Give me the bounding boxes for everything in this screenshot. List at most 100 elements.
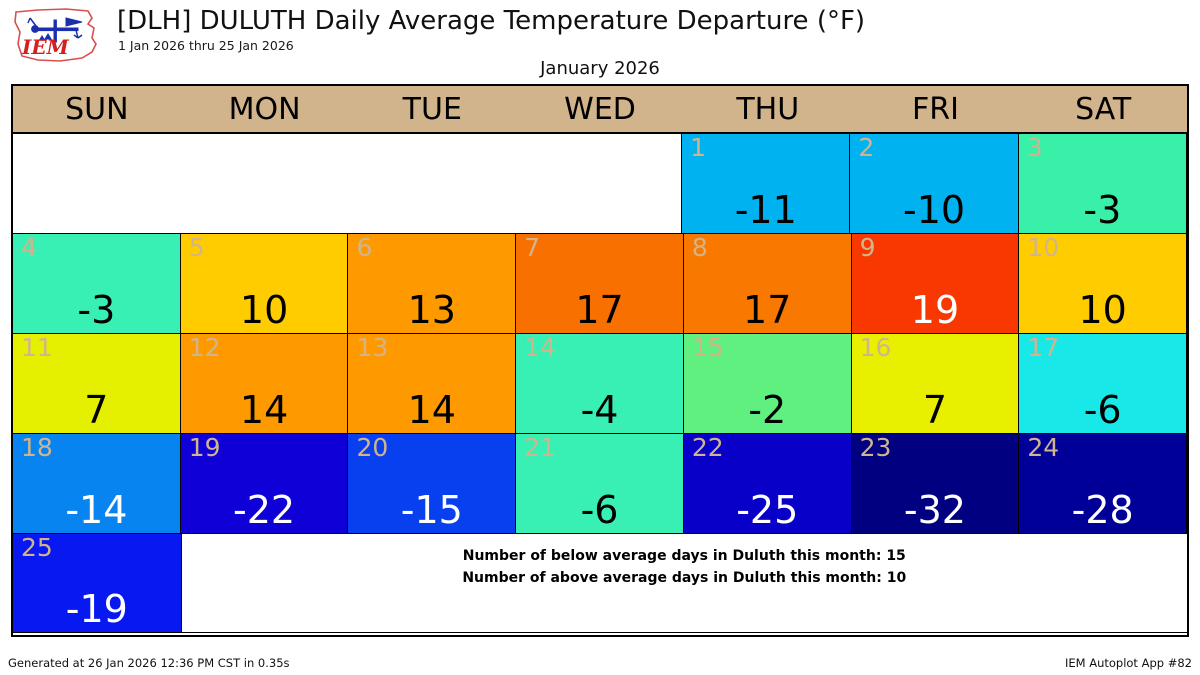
temperature-departure-value: 10 <box>1078 288 1127 333</box>
temperature-departure-value: -3 <box>1083 188 1122 233</box>
dow-header-sun: SUN <box>65 91 129 127</box>
calendar-day-cell-6[interactable]: 6 13 <box>347 233 517 334</box>
dow-header-wed: WED <box>564 91 636 127</box>
summary-text-block: Number of below average days in Duluth t… <box>182 546 1187 589</box>
temperature-departure-value: -10 <box>903 188 966 233</box>
calendar-day-cell-7[interactable]: 7 17 <box>515 233 684 334</box>
calendar-day-cell-8[interactable]: 8 17 <box>682 233 852 334</box>
day-number: 15 <box>691 333 724 362</box>
temperature-departure-value: 10 <box>239 288 289 333</box>
temperature-departure-value: -2 <box>748 388 787 433</box>
iem-logo-text: IEM <box>21 35 70 59</box>
day-number: 23 <box>859 433 892 462</box>
temperature-departure-value: -6 <box>1083 388 1122 433</box>
day-number: 9 <box>859 233 876 262</box>
temperature-departure-value: -3 <box>77 288 116 333</box>
day-number: 21 <box>524 433 556 462</box>
temperature-departure-value: -28 <box>1071 488 1134 533</box>
calendar-week-row: 11 7 12 14 13 14 14 -4 15 -2 16 7 17 -6 <box>12 333 1188 434</box>
calendar-day-cell-10[interactable]: 10 10 <box>1018 233 1188 334</box>
temperature-departure-value: 13 <box>407 288 456 333</box>
day-of-week-header-row: SUN MON TUE WED THU FRI SAT <box>13 86 1187 134</box>
day-number: 4 <box>21 233 37 262</box>
dow-header-tue: TUE <box>402 91 462 127</box>
day-number: 24 <box>1027 433 1060 462</box>
generated-timestamp: Generated at 26 Jan 2026 12:36 PM CST in… <box>8 656 290 670</box>
temperature-departure-value: -15 <box>400 488 463 533</box>
dow-header-sat: SAT <box>1075 91 1132 127</box>
calendar-day-cell-19[interactable]: 19 -22 <box>179 433 349 534</box>
temperature-departure-value: -25 <box>736 488 799 533</box>
calendar-week-row: 25 -19 Number of below average days in Dul… <box>12 533 1187 633</box>
temperature-departure-value: -19 <box>65 587 128 632</box>
day-number: 8 <box>691 233 708 262</box>
calendar-day-cell-2[interactable]: 2 -10 <box>849 133 1019 234</box>
calendar-day-cell-22[interactable]: 22 -25 <box>682 433 852 534</box>
calendar-day-cell-16[interactable]: 16 7 <box>850 333 1020 434</box>
calendar-day-cell-14[interactable]: 14 -4 <box>515 333 684 434</box>
temperature-departure-value: 17 <box>575 288 624 333</box>
summary-panel: Number of below average days in Duluth t… <box>180 533 1187 633</box>
day-number: 18 <box>21 433 53 462</box>
page-title: [DLH] DULUTH Daily Average Temperature D… <box>117 6 866 36</box>
temperature-departure-value: 14 <box>239 388 289 433</box>
temperature-departure-value: -22 <box>233 488 296 533</box>
calendar-day-cell-empty <box>180 134 348 234</box>
temperature-departure-value: 14 <box>407 388 456 433</box>
calendar-day-cell-5[interactable]: 5 10 <box>179 233 349 334</box>
day-number: 1 <box>690 133 707 162</box>
dow-header-mon: MON <box>228 91 301 127</box>
calendar-day-cell-empty <box>347 134 515 234</box>
day-number: 10 <box>1027 233 1060 262</box>
calendar-week-row: 1 -11 2 -10 3 -3 <box>13 133 1187 234</box>
calendar-day-cell-1[interactable]: 1 -11 <box>681 133 851 234</box>
temperature-departure-value: -4 <box>580 388 619 433</box>
day-number: 11 <box>21 333 53 362</box>
day-number: 14 <box>524 333 556 362</box>
day-number: 5 <box>188 233 205 262</box>
iem-logo[interactable]: IEM <box>8 4 104 66</box>
calendar-day-cell-empty <box>514 134 683 234</box>
day-number: 7 <box>524 233 541 262</box>
dow-header-thu: THU <box>736 91 800 127</box>
calendar-day-cell-21[interactable]: 21 -6 <box>515 433 684 534</box>
iem-iowa-weather-vane-icon: IEM <box>14 8 97 62</box>
calendar-week-row: 18 -14 19 -22 20 -15 21 -6 22 -25 23 -32 24 -28 <box>12 433 1188 534</box>
day-number: 16 <box>859 333 892 362</box>
calendar-day-cell-12[interactable]: 12 14 <box>179 333 349 434</box>
calendar-day-cell-13[interactable]: 13 14 <box>347 333 517 434</box>
calendar-day-cell-24[interactable]: 24 -28 <box>1018 433 1188 534</box>
calendar-day-cell-4[interactable]: 4 -3 <box>12 233 181 334</box>
month-label: January 2026 <box>540 58 660 79</box>
calendar-day-cell-23[interactable]: 23 -32 <box>850 433 1020 534</box>
temperature-departure-value: -32 <box>903 488 966 533</box>
temperature-departure-value: 19 <box>910 288 960 333</box>
temperature-departure-value: -14 <box>65 488 128 533</box>
above-average-days-text: Number of above average days in Duluth t… <box>462 569 907 586</box>
temperature-departure-value: -11 <box>734 188 797 233</box>
calendar-day-cell-20[interactable]: 20 -15 <box>347 433 517 534</box>
app-credit: IEM Autoplot App #82 <box>1064 656 1192 670</box>
day-number: 20 <box>356 433 389 462</box>
below-average-days-text: Number of below average days in Duluth t… <box>462 548 906 564</box>
calendar-day-cell-empty <box>13 134 181 234</box>
temperature-departure-value: 7 <box>84 388 109 433</box>
calendar-day-cell-17[interactable]: 17 -6 <box>1018 333 1188 434</box>
day-number: 2 <box>858 133 875 162</box>
calendar-day-cell-9[interactable]: 9 19 <box>850 233 1020 334</box>
day-number: 22 <box>691 433 724 462</box>
temperature-departure-value: 7 <box>922 388 948 433</box>
day-number: 19 <box>188 433 221 462</box>
calendar-day-cell-18[interactable]: 18 -14 <box>12 433 181 534</box>
calendar-day-cell-11[interactable]: 11 7 <box>12 333 181 434</box>
day-number: 17 <box>1027 333 1060 362</box>
calendar-day-cell-3[interactable]: 3 -3 <box>1017 133 1187 234</box>
calendar-day-cell-15[interactable]: 15 -2 <box>682 333 852 434</box>
day-number: 13 <box>356 333 389 362</box>
temperature-departure-value: -6 <box>580 488 619 533</box>
calendar-grid: SUN MON TUE WED THU FRI SAT 1 -11 2 -10 3 -3 4 -3 5 10 6… <box>11 84 1189 637</box>
calendar-day-cell-25[interactable]: 25 -19 <box>12 533 182 633</box>
calendar-week-row: 4 -3 5 10 6 13 7 17 8 17 9 19 10 10 <box>12 233 1188 334</box>
day-number: 3 <box>1026 133 1043 162</box>
